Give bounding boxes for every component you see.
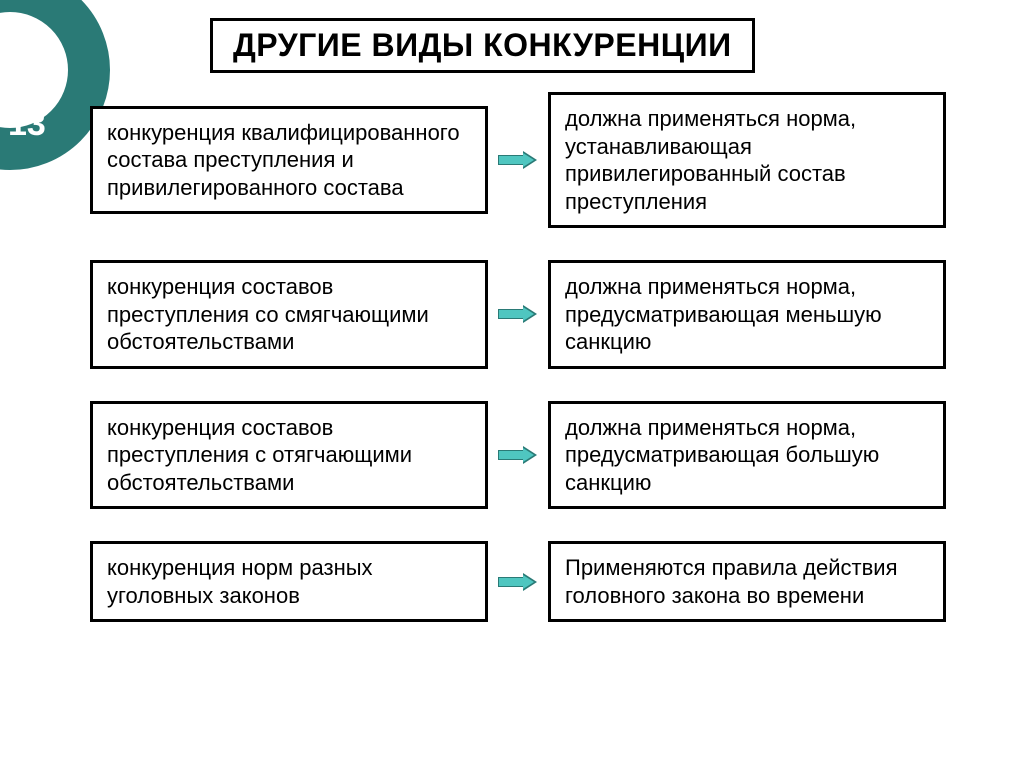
arrow-icon xyxy=(498,306,538,322)
arrow-holder xyxy=(488,306,548,322)
arrow-holder xyxy=(488,152,548,168)
arrow-icon xyxy=(498,152,538,168)
row-3-right-box: должна применяться норма, предусматриваю… xyxy=(548,401,946,510)
arrow-holder xyxy=(488,574,548,590)
row-3: конкуренция составов преступления с отяг… xyxy=(90,401,1000,510)
row-1-left-box: конкуренция квалифицированного состава п… xyxy=(90,106,488,215)
slide-number: 13 xyxy=(8,105,46,144)
row-4-right-box: Применяются правила действия головного з… xyxy=(548,541,946,622)
row-2-right-box: должна применяться норма, предусматриваю… xyxy=(548,260,946,369)
arrow-icon xyxy=(498,447,538,463)
row-1: конкуренция квалифицированного состава п… xyxy=(90,92,1000,228)
row-4: конкуренция норм разных уголовных законо… xyxy=(90,541,1000,622)
title-box: ДРУГИЕ ВИДЫ КОНКУРЕНЦИИ xyxy=(210,18,755,73)
row-2: конкуренция составов преступления со смя… xyxy=(90,260,1000,369)
content-area: конкуренция квалифицированного состава п… xyxy=(90,92,1000,654)
row-2-left-box: конкуренция составов преступления со смя… xyxy=(90,260,488,369)
arrow-icon xyxy=(498,574,538,590)
arrow-holder xyxy=(488,447,548,463)
row-3-left-box: конкуренция составов преступления с отяг… xyxy=(90,401,488,510)
row-1-right-box: должна применяться норма, устанавливающа… xyxy=(548,92,946,228)
slide-title: ДРУГИЕ ВИДЫ КОНКУРЕНЦИИ xyxy=(233,27,732,64)
row-4-left-box: конкуренция норм разных уголовных законо… xyxy=(90,541,488,622)
